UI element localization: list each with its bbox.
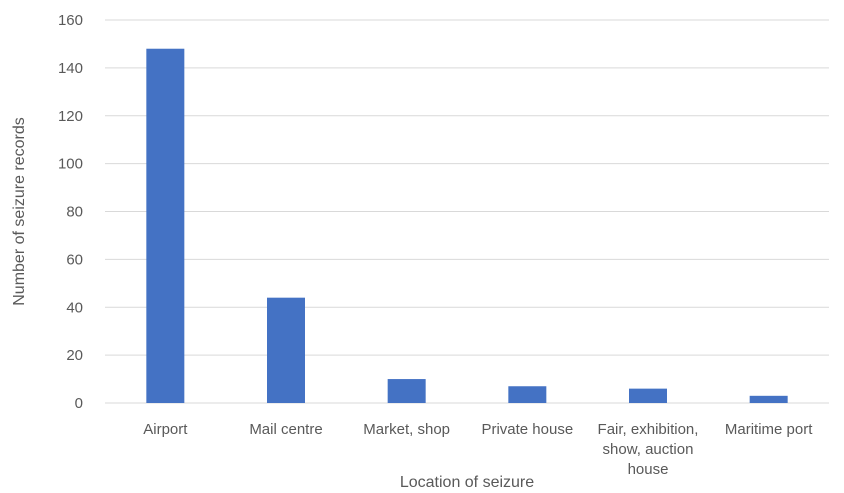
y-axis-title: Number of seizure records bbox=[11, 117, 28, 306]
bars bbox=[146, 48, 788, 403]
x-tick-label: Mail centre bbox=[249, 421, 322, 438]
y-tick-label: 120 bbox=[58, 108, 83, 125]
x-tick-label-line: Private house bbox=[481, 421, 573, 438]
y-tick-label: 140 bbox=[58, 60, 83, 77]
bar bbox=[508, 386, 547, 403]
x-tick-label-line: house bbox=[628, 461, 669, 478]
y-tick-label: 100 bbox=[58, 156, 83, 173]
x-tick-label: Market, shop bbox=[363, 421, 450, 438]
bar bbox=[749, 395, 788, 403]
x-tick-label: Maritime port bbox=[725, 421, 813, 438]
y-tick-label: 0 bbox=[75, 395, 83, 412]
x-tick-label-line: Mail centre bbox=[249, 421, 322, 438]
x-tick-labels: Airport Mail centre Market, shop Private ho… bbox=[143, 421, 813, 478]
y-tick-label: 80 bbox=[66, 204, 83, 221]
x-axis-title: Location of seizure bbox=[400, 474, 534, 491]
bar bbox=[629, 388, 667, 403]
x-tick-label-line: show, auction bbox=[603, 441, 694, 458]
x-tick-label: Fair, exhibition, show, auction house bbox=[598, 421, 699, 478]
x-tick-label-line: Airport bbox=[143, 421, 188, 438]
y-tick-label: 20 bbox=[66, 347, 83, 364]
x-tick-label-line: Maritime port bbox=[725, 421, 813, 438]
bar bbox=[267, 297, 305, 403]
y-tick-labels: 0 20 40 60 80 100 120 140 160 bbox=[58, 12, 83, 412]
y-tick-label: 160 bbox=[58, 12, 83, 29]
bar bbox=[387, 379, 426, 403]
x-tick-label: Airport bbox=[143, 421, 188, 438]
x-tick-label-line: Fair, exhibition, bbox=[598, 421, 699, 438]
x-tick-label-line: Market, shop bbox=[363, 421, 450, 438]
y-tick-label: 60 bbox=[66, 251, 83, 268]
y-tick-label: 40 bbox=[66, 299, 83, 316]
x-tick-label: Private house bbox=[481, 421, 573, 438]
gridlines bbox=[105, 19, 829, 404]
bar bbox=[146, 48, 185, 403]
